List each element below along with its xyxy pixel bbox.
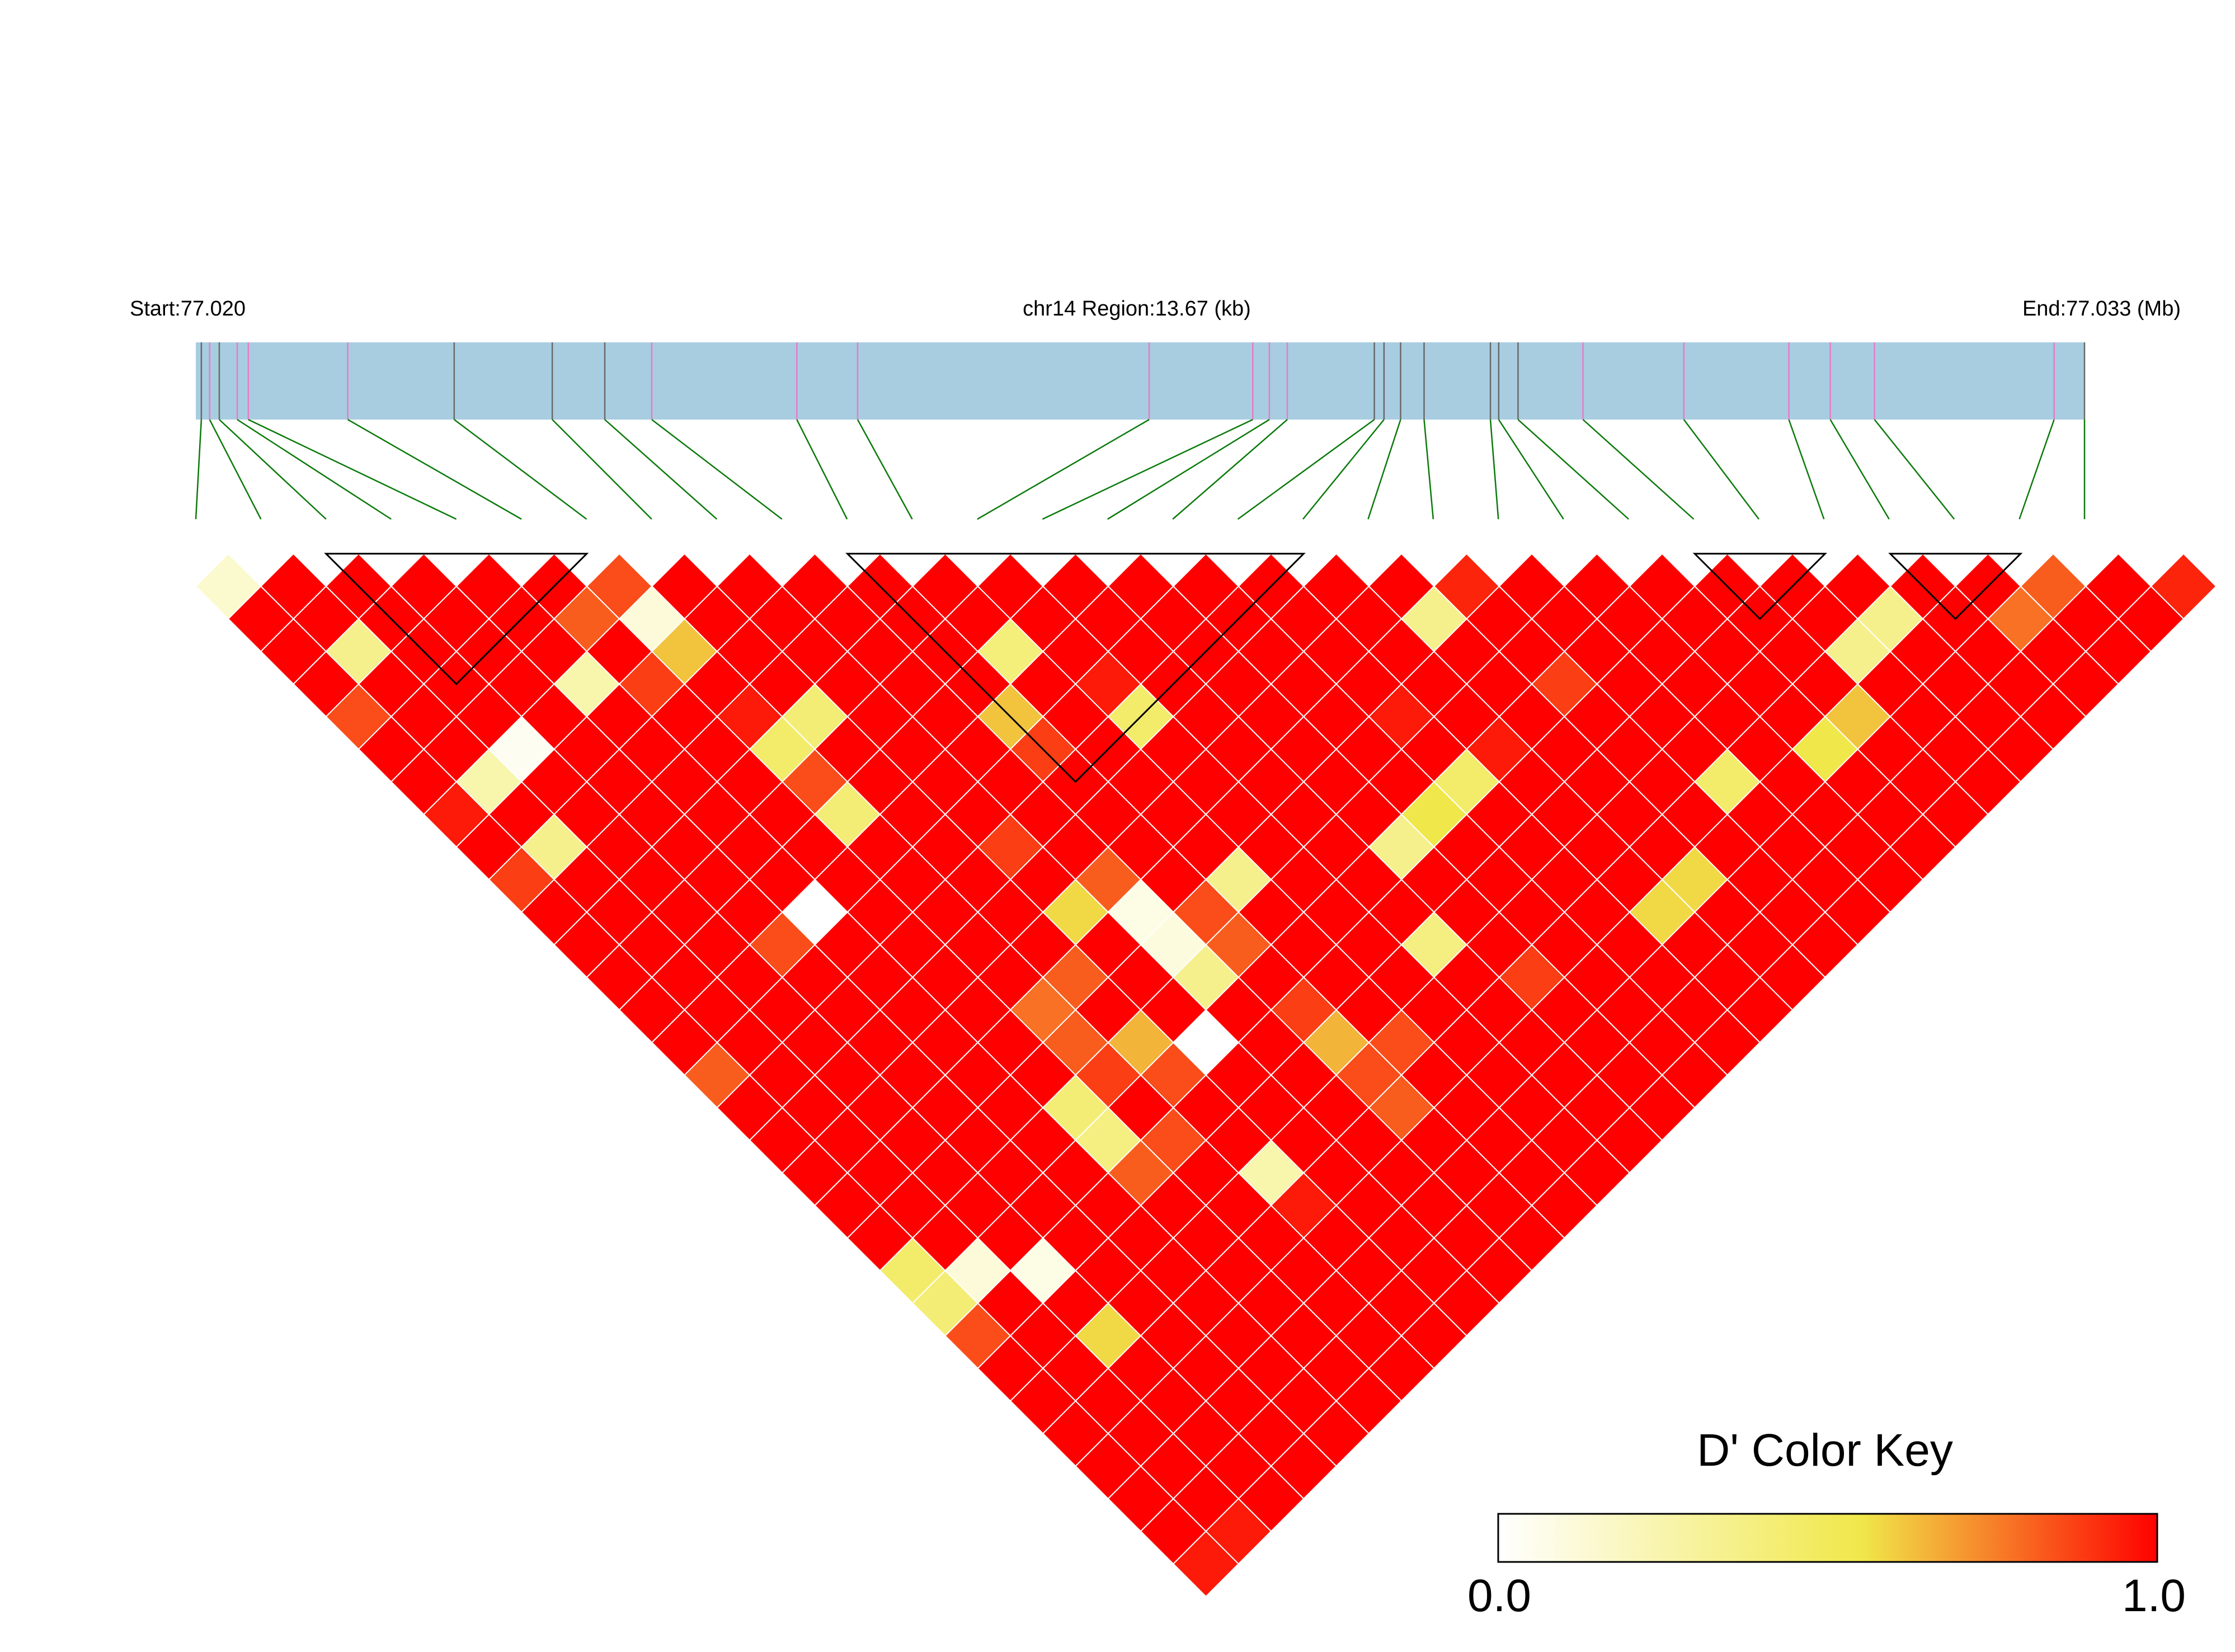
color-key-max-label: 1.0	[2122, 1570, 2186, 1621]
snp-connector-line	[209, 419, 262, 520]
snp-connector-line	[1107, 418, 1270, 520]
snp-connector-line	[237, 418, 392, 520]
snp-connector-lines	[195, 418, 2086, 520]
snp-connector-line	[977, 418, 1150, 520]
snp-connector-line	[1172, 419, 1288, 520]
snp-connector-line	[1498, 419, 1564, 520]
snp-connector-line	[651, 419, 783, 520]
snp-connector-line	[1582, 419, 1695, 520]
snp-connector-line	[248, 418, 457, 520]
gene-track	[196, 342, 2085, 420]
haplotype-block	[1888, 553, 2023, 620]
snp-connector-line	[1874, 419, 1955, 520]
haplotype-block	[845, 553, 1306, 783]
snp-connector-line	[1302, 419, 1385, 520]
region-center-label: chr14 Region:13.67 (kb)	[1023, 297, 1251, 321]
snp-connector-line	[219, 419, 327, 520]
snp-connector-line	[604, 419, 718, 520]
snp-connector-line	[195, 419, 203, 520]
snp-connector-line	[1788, 419, 1825, 520]
ld-cell	[1172, 1530, 1240, 1598]
region-start-label: Start:77.020	[130, 297, 246, 321]
snp-connector-line	[347, 418, 522, 520]
snp-connector-line	[1683, 419, 1759, 520]
snp-connector-line	[857, 419, 913, 520]
color-key-gradient-bar	[1497, 1513, 2158, 1563]
haplotype-block-outlines	[324, 553, 2023, 783]
haplotype-block	[1692, 553, 1827, 620]
snp-connector-line	[2018, 419, 2055, 520]
color-key-min-label: 0.0	[1467, 1570, 1531, 1621]
snp-connector-line	[1423, 419, 1434, 520]
snp-connector-line	[1489, 419, 1499, 520]
region-end-label: End:77.033 (Mb)	[2022, 297, 2181, 321]
snp-connector-line	[1367, 419, 1401, 520]
snp-connector-line	[796, 419, 848, 520]
snp-connector-line	[552, 419, 652, 520]
snp-connector-line	[1517, 419, 1629, 520]
snp-connector-line	[1829, 419, 1890, 520]
snp-markers	[200, 342, 2086, 420]
color-key-title: D' Color Key	[1697, 1425, 1953, 1476]
snp-connector-line	[454, 419, 587, 520]
haplotype-block	[324, 553, 589, 685]
snp-connector-line	[1042, 418, 1253, 520]
snp-connector-line	[1237, 418, 1375, 520]
